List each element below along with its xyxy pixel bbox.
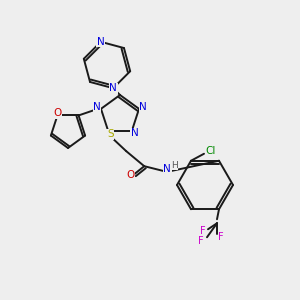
- Text: S: S: [107, 129, 114, 139]
- Text: F: F: [198, 236, 204, 246]
- Text: N: N: [97, 37, 105, 47]
- Text: Cl: Cl: [206, 146, 216, 156]
- Text: H: H: [171, 161, 178, 170]
- Text: F: F: [200, 226, 206, 236]
- Text: N: N: [164, 164, 171, 174]
- Text: N: N: [131, 128, 139, 138]
- Text: O: O: [126, 170, 134, 180]
- Text: O: O: [53, 108, 62, 118]
- Text: N: N: [109, 83, 117, 93]
- Text: N: N: [139, 102, 147, 112]
- Text: N: N: [93, 102, 101, 112]
- Text: F: F: [218, 232, 224, 242]
